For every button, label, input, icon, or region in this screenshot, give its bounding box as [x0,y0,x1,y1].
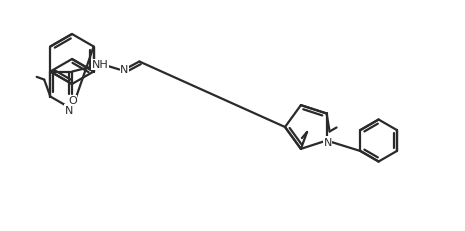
Text: N: N [65,106,73,116]
Text: NH: NH [92,60,109,70]
Text: N: N [324,137,332,147]
Text: O: O [68,96,77,106]
Text: N: N [120,65,128,75]
